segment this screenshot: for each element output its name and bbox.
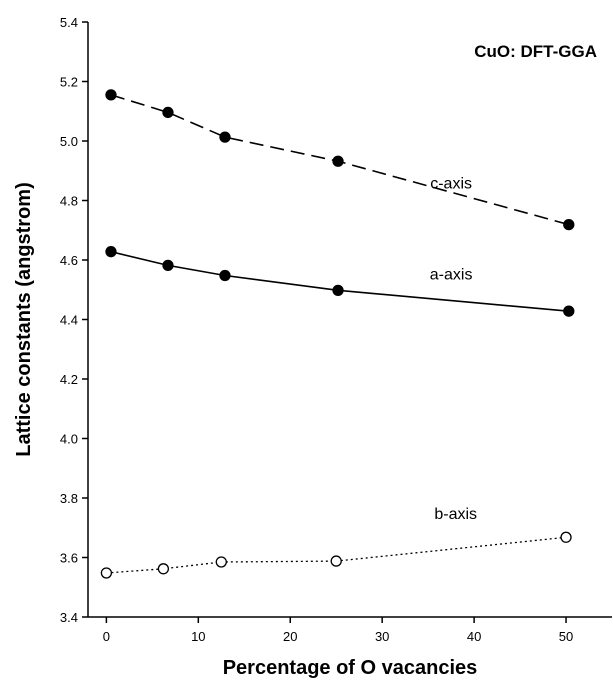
b-axis-point (560, 531, 572, 543)
c-axis-point (162, 106, 174, 119)
series-a-axis: a-axis (105, 246, 575, 317)
a-axis-point (105, 246, 117, 258)
x-tick-label: 50 (559, 629, 573, 644)
x-tick-label: 40 (467, 629, 481, 644)
series-group: c-axis a-axis b-axis (100, 89, 575, 579)
a-axis-point (219, 269, 231, 282)
a-axis-point (332, 284, 344, 296)
b-axis-point (100, 567, 113, 579)
x-ticks: 0 10 20 30 40 50 (103, 617, 573, 644)
x-tick-label: 20 (283, 629, 297, 644)
c-axis-point (563, 218, 575, 231)
c-axis-point (219, 131, 231, 143)
b-axis-point (330, 555, 342, 567)
y-axis-title: Lattice constants (angstrom) (13, 182, 35, 456)
a-axis-label: a-axis (430, 266, 473, 283)
y-tick-label: 5.2 (60, 75, 78, 90)
chart-title: CuO: DFT-GGA (474, 42, 597, 61)
c-axis-line (110, 94, 570, 226)
y-tick-label: 4.4 (60, 313, 78, 328)
c-axis-point (105, 89, 117, 101)
y-tick-label: 4.0 (60, 432, 78, 447)
y-tick-label: 5.0 (60, 134, 78, 149)
a-axis-point (563, 305, 575, 317)
x-tick-label: 0 (103, 629, 110, 644)
x-tick-label: 10 (191, 629, 205, 644)
a-axis-line (110, 250, 569, 312)
y-tick-label: 3.4 (60, 610, 78, 625)
axes: 0 10 20 30 40 50 3.4 3.6 3.8 4.0 4.2 4.4 4.6 4.8 5.0 5… (60, 15, 612, 644)
b-axis-point (215, 556, 227, 568)
y-tick-label: 4.6 (60, 253, 78, 268)
series-c-axis: c-axis (105, 89, 575, 231)
b-axis-label: b-axis (434, 506, 477, 523)
y-tick-label: 3.8 (60, 491, 78, 506)
x-axis-title: Percentage of O vacancies (223, 657, 478, 679)
c-axis-label: c-axis (430, 176, 472, 193)
b-axis-point (157, 563, 170, 575)
y-tick-label: 5.4 (60, 15, 78, 30)
c-axis-point (332, 155, 344, 167)
a-axis-point (162, 259, 174, 272)
y-tick-label: 4.2 (60, 372, 78, 387)
series-b-axis: b-axis (100, 506, 572, 579)
y-tick-label: 3.6 (60, 551, 78, 566)
b-axis-line (106, 536, 567, 574)
y-ticks: 3.4 3.6 3.8 4.0 4.2 4.4 4.6 4.8 5.0 5.2 5.4 (60, 15, 88, 625)
x-tick-label: 30 (375, 629, 389, 644)
y-tick-label: 4.8 (60, 194, 78, 209)
